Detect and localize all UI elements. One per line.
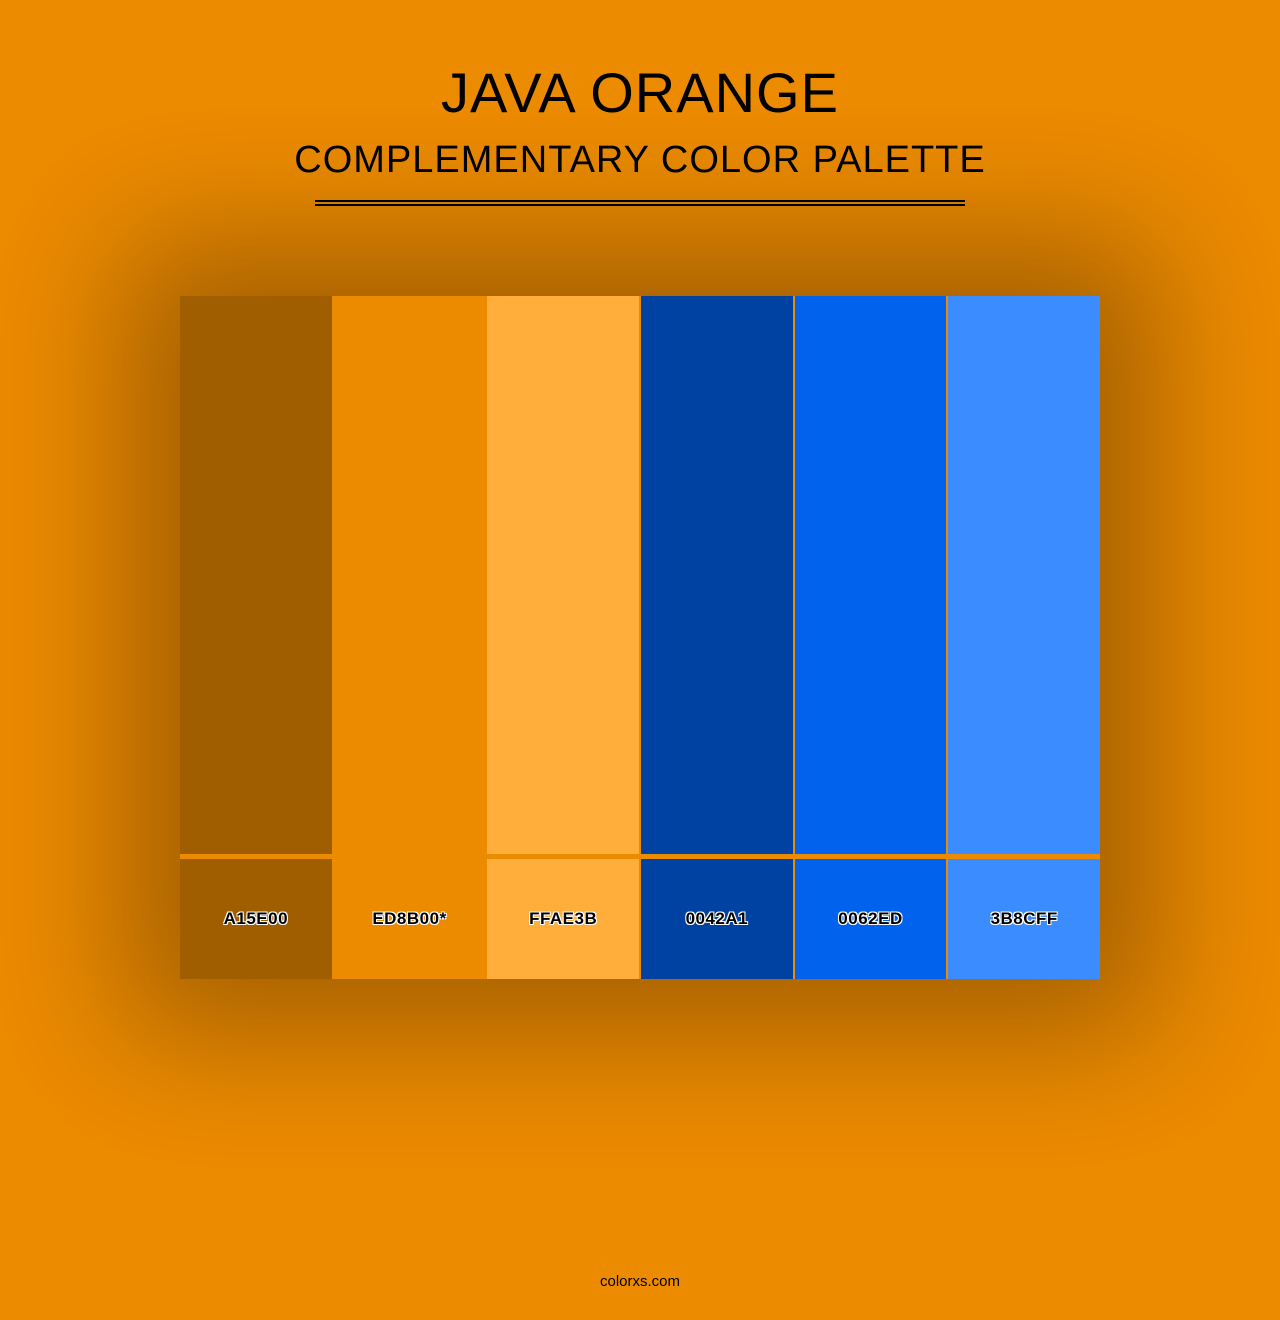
swatch-ed8b00 [334,296,486,854]
swatch-label: 0042A1 [686,909,749,929]
swatch-0042a1 [641,296,793,854]
swatch-label: 0062ED [838,909,902,929]
swatch-0062ed [795,296,947,854]
page-title: JAVA ORANGE [0,60,1280,125]
page-subtitle: COMPLEMENTARY COLOR PALETTE [0,139,1280,182]
swatch-ffae3b [487,296,639,854]
swatch-3b8cff [948,296,1100,854]
footer-attribution: colorxs.com [0,1273,1280,1290]
label-cell-ffae3b: FFAE3B [487,859,639,979]
swatch-row [180,296,1100,854]
swatch-label: A15E00 [224,909,288,929]
swatch-a15e00 [180,296,332,854]
label-row: A15E00 ED8B00* FFAE3B 0042A1 0062ED 3B8C… [180,859,1100,979]
swatch-label: FFAE3B [529,909,597,929]
header-divider [315,200,965,206]
label-cell-ed8b00: ED8B00* [334,859,486,979]
header: JAVA ORANGE COMPLEMENTARY COLOR PALETTE [0,0,1280,206]
palette-page: JAVA ORANGE COMPLEMENTARY COLOR PALETTE … [0,0,1280,1320]
swatch-label: ED8B00* [372,909,446,929]
swatch-label: 3B8CFF [991,909,1058,929]
label-cell-a15e00: A15E00 [180,859,332,979]
label-cell-0042a1: 0042A1 [641,859,793,979]
label-cell-0062ed: 0062ED [795,859,947,979]
label-cell-3b8cff: 3B8CFF [948,859,1100,979]
palette-container: A15E00 ED8B00* FFAE3B 0042A1 0062ED 3B8C… [180,296,1100,979]
